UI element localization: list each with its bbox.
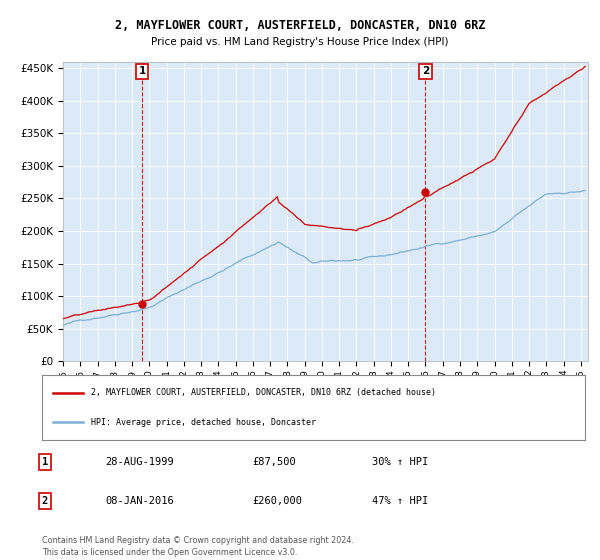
Text: 28-AUG-1999: 28-AUG-1999 — [105, 457, 174, 467]
Text: 2, MAYFLOWER COURT, AUSTERFIELD, DONCASTER, DN10 6RZ (detached house): 2, MAYFLOWER COURT, AUSTERFIELD, DONCAST… — [91, 388, 436, 397]
Text: 47% ↑ HPI: 47% ↑ HPI — [372, 496, 428, 506]
Text: 30% ↑ HPI: 30% ↑ HPI — [372, 457, 428, 467]
Text: Contains HM Land Registry data © Crown copyright and database right 2024.
This d: Contains HM Land Registry data © Crown c… — [42, 536, 354, 557]
Text: 2, MAYFLOWER COURT, AUSTERFIELD, DONCASTER, DN10 6RZ: 2, MAYFLOWER COURT, AUSTERFIELD, DONCAST… — [115, 18, 485, 32]
Text: 08-JAN-2016: 08-JAN-2016 — [105, 496, 174, 506]
Text: £87,500: £87,500 — [252, 457, 296, 467]
Text: 2: 2 — [42, 496, 48, 506]
Text: HPI: Average price, detached house, Doncaster: HPI: Average price, detached house, Donc… — [91, 418, 316, 427]
Text: £260,000: £260,000 — [252, 496, 302, 506]
Text: 1: 1 — [42, 457, 48, 467]
Text: 2: 2 — [422, 67, 429, 76]
Text: 1: 1 — [139, 67, 146, 76]
Text: Price paid vs. HM Land Registry's House Price Index (HPI): Price paid vs. HM Land Registry's House … — [151, 37, 449, 47]
